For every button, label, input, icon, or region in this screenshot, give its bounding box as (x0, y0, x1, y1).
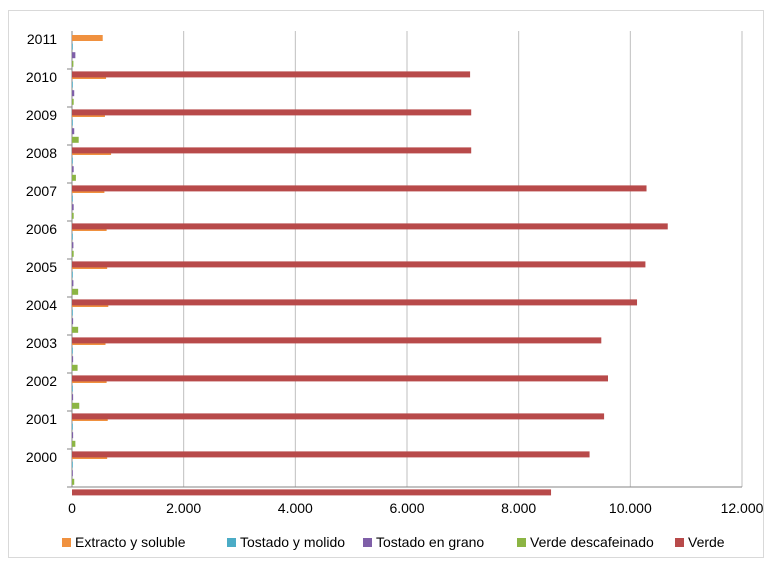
y-tick-label: 2009 (26, 107, 57, 123)
bar (72, 174, 76, 181)
bar (72, 147, 472, 154)
bar (72, 204, 74, 211)
bar (72, 432, 74, 439)
legend-swatch (227, 538, 236, 547)
bar (72, 451, 590, 458)
x-tick-label: 6.000 (389, 500, 424, 516)
bar (72, 81, 73, 88)
y-tick-label: 2005 (26, 259, 57, 275)
legend-label: Extracto y soluble (75, 534, 186, 550)
bar (72, 98, 74, 105)
bar (72, 71, 471, 78)
bar (72, 423, 73, 430)
bar (72, 52, 76, 59)
legend-label: Tostado y molido (240, 534, 345, 550)
legend-swatch (517, 538, 526, 547)
y-tick-label: 2002 (26, 373, 57, 389)
y-tick-label: 2010 (26, 69, 57, 85)
bar (72, 242, 74, 249)
x-tick-label: 8.000 (501, 500, 536, 516)
bar (72, 60, 74, 67)
bar (72, 309, 73, 316)
bar (72, 280, 74, 287)
bar (72, 318, 74, 325)
y-tick-label: 2003 (26, 335, 57, 351)
legend-swatch (675, 538, 684, 547)
bar (72, 394, 74, 401)
bar (72, 223, 668, 230)
bar (72, 185, 647, 192)
bar (72, 261, 646, 268)
x-tick-label: 0 (68, 500, 76, 516)
bar (72, 356, 74, 363)
bar (72, 157, 73, 164)
bar (72, 250, 74, 257)
bar (72, 413, 605, 420)
bar (72, 461, 73, 468)
y-tick-label: 2001 (26, 411, 57, 427)
bar (72, 43, 73, 50)
y-tick-label: 2006 (26, 221, 57, 237)
legend-swatch (363, 538, 372, 547)
bar (72, 375, 608, 382)
bar (72, 212, 74, 219)
bar (72, 347, 73, 354)
bar (72, 364, 78, 371)
bar (72, 288, 79, 295)
bar (72, 271, 73, 278)
bar (72, 128, 75, 135)
x-tick-label: 4.000 (278, 500, 313, 516)
x-tick-label: 2.000 (166, 500, 201, 516)
bar (72, 385, 73, 392)
bar (72, 326, 79, 333)
bar (72, 136, 79, 143)
y-tick-label: 2004 (26, 297, 57, 313)
legend-label: Tostado en grano (376, 534, 484, 550)
bar (72, 35, 103, 41)
legend-swatch (62, 538, 71, 547)
legend: Extracto y soluble Tostado y molido Tostad… (62, 534, 725, 550)
bar (72, 489, 552, 496)
bar (72, 299, 638, 306)
bar (72, 440, 76, 447)
y-tick-label: 2007 (26, 183, 57, 199)
y-tick-label: 2008 (26, 145, 57, 161)
chart-frame (8, 10, 764, 558)
y-tick-label: 2000 (26, 449, 57, 465)
legend-label: Verde (688, 534, 725, 550)
bar (72, 233, 73, 240)
bar (72, 337, 602, 344)
bar (72, 119, 73, 126)
x-tick-label: 12.000 (721, 500, 764, 516)
bar (72, 90, 75, 97)
bar (72, 402, 80, 409)
bar (72, 478, 75, 485)
legend-label: Verde descafeinado (530, 534, 654, 550)
bar (72, 166, 74, 173)
bar (72, 109, 472, 116)
y-tick-label: 2011 (27, 31, 57, 47)
bar (72, 195, 73, 202)
x-tick-label: 10.000 (609, 500, 652, 516)
bar (72, 470, 73, 477)
